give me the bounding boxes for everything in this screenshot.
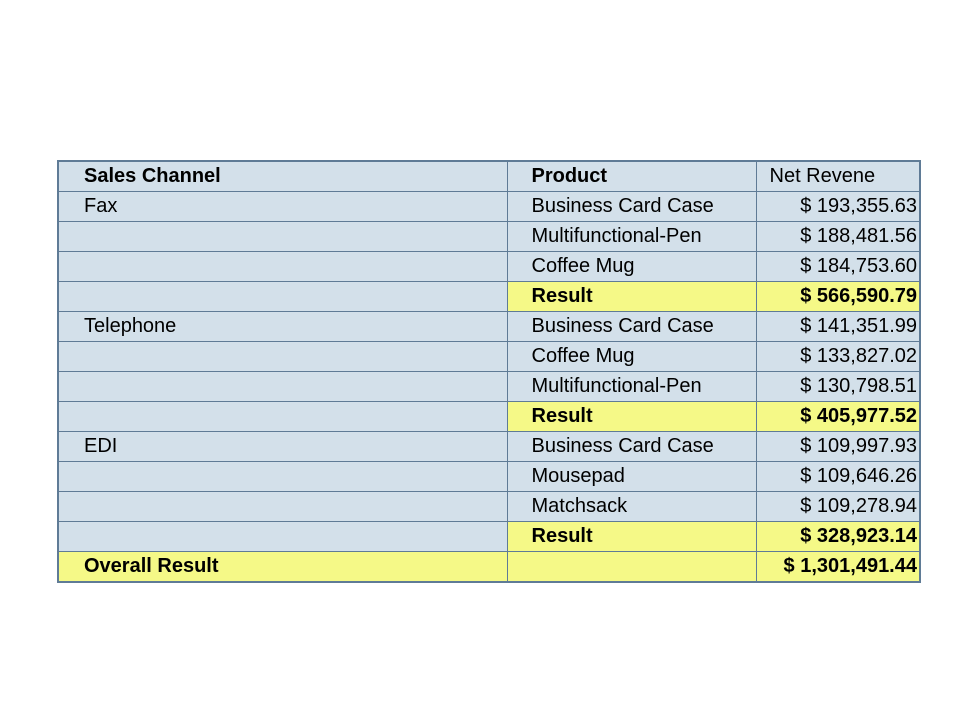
product-cell: Business Card Case [506,311,757,342]
table-row: Coffee Mug $ 184,753.60 [57,251,921,282]
net-revenue-cell: $ 184,753.60 [755,251,921,282]
table-row: Multifunctional-Pen $ 188,481.56 [57,221,921,252]
net-revenue-cell: $ 109,646.26 [755,461,921,492]
net-revenue-cell: $ 130,798.51 [755,371,921,402]
product-cell: Matchsack [506,491,757,522]
subtotal-row: Result $ 566,590.79 [57,281,921,312]
product-cell: Mousepad [506,461,757,492]
channel-cell: Telephone [57,311,508,342]
channel-cell [57,461,508,492]
net-revenue-cell: $ 133,827.02 [755,341,921,372]
table-row: Telephone Business Card Case $ 141,351.99 [57,311,921,342]
header-sales-channel: Sales Channel [57,160,508,192]
channel-cell [57,401,508,432]
net-revenue-cell: $ 109,278.94 [755,491,921,522]
channel-cell [57,281,508,312]
subtotal-row: Result $ 328,923.14 [57,521,921,552]
product-cell: Coffee Mug [506,251,757,282]
product-cell: Business Card Case [506,191,757,222]
product-cell [506,551,757,583]
table-row: Mousepad $ 109,646.26 [57,461,921,492]
channel-cell [57,221,508,252]
table-row: EDI Business Card Case $ 109,997.93 [57,431,921,462]
channel-cell: EDI [57,431,508,462]
net-revenue-cell: $ 109,997.93 [755,431,921,462]
product-cell: Business Card Case [506,431,757,462]
header-net-revenue: Net Revene [755,160,921,192]
net-revenue-cell: $ 188,481.56 [755,221,921,252]
channel-cell [57,251,508,282]
channel-cell [57,491,508,522]
table-row: Coffee Mug $ 133,827.02 [57,341,921,372]
table-row: Matchsack $ 109,278.94 [57,491,921,522]
product-cell: Result [506,281,757,312]
subtotal-row: Result $ 405,977.52 [57,401,921,432]
net-revenue-cell: $ 405,977.52 [755,401,921,432]
channel-cell: Fax [57,191,508,222]
header-product: Product [506,160,757,192]
net-revenue-cell: $ 1,301,491.44 [755,551,921,583]
channel-cell [57,371,508,402]
channel-cell [57,521,508,552]
net-revenue-cell: $ 141,351.99 [755,311,921,342]
product-cell: Result [506,521,757,552]
header-row: Sales Channel Product Net Revene [57,160,921,192]
channel-cell: Overall Result [57,551,508,583]
product-cell: Multifunctional-Pen [506,221,757,252]
table-row: Multifunctional-Pen $ 130,798.51 [57,371,921,402]
product-cell: Coffee Mug [506,341,757,372]
sales-report-table: Sales Channel Product Net Revene Fax Busi… [57,160,921,583]
net-revenue-cell: $ 566,590.79 [755,281,921,312]
table-row: Fax Business Card Case $ 193,355.63 [57,191,921,222]
channel-cell [57,341,508,372]
overall-result-row: Overall Result $ 1,301,491.44 [57,551,921,583]
product-cell: Multifunctional-Pen [506,371,757,402]
net-revenue-cell: $ 193,355.63 [755,191,921,222]
net-revenue-cell: $ 328,923.14 [755,521,921,552]
table-body: Fax Business Card Case $ 193,355.63 Multifu… [57,191,921,583]
product-cell: Result [506,401,757,432]
